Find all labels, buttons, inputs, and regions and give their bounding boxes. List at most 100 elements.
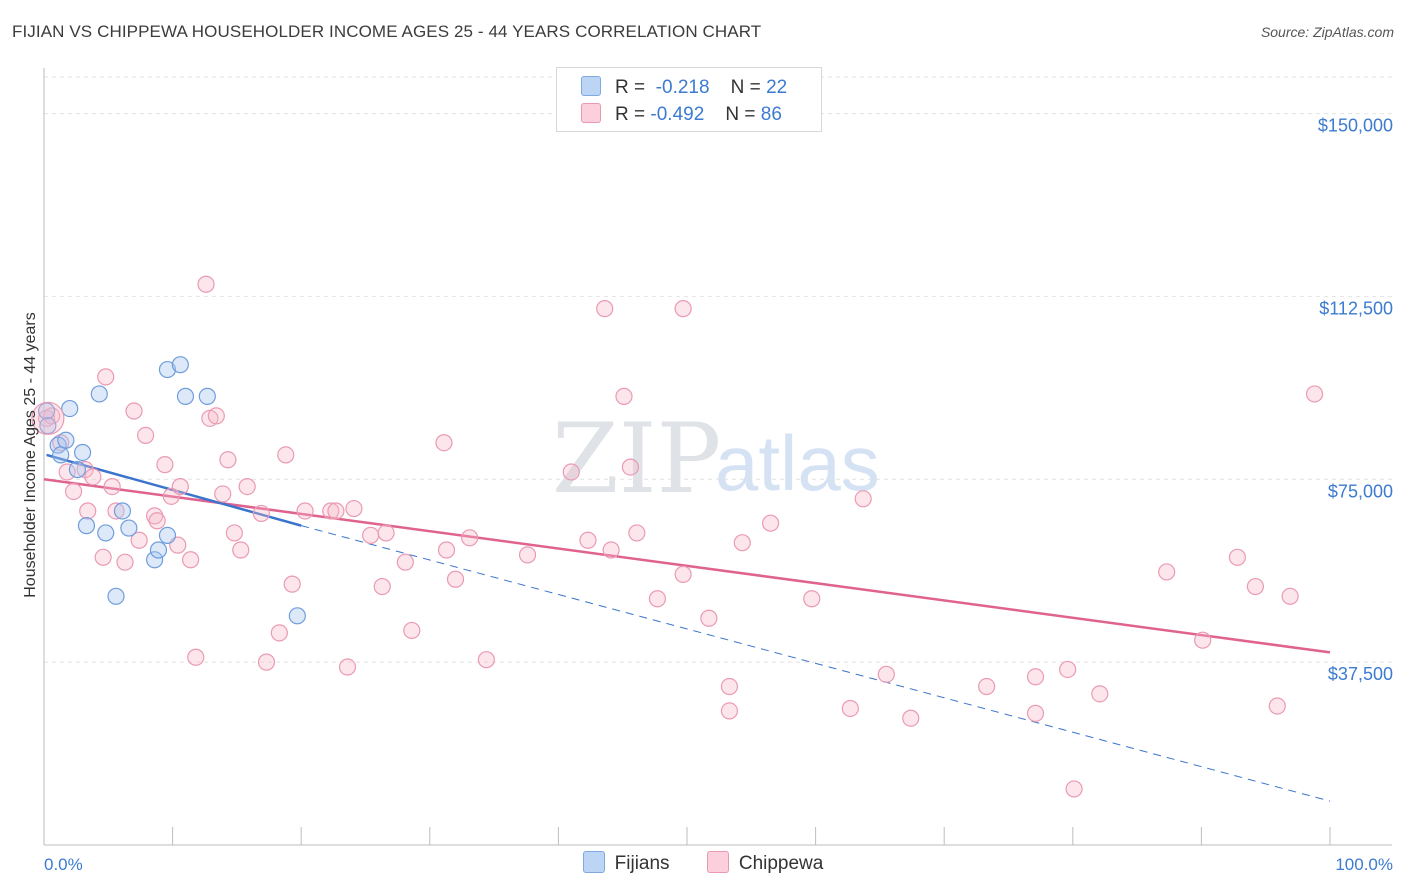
chippewa-point (403, 621, 421, 640)
legend-r-label: R = (615, 77, 646, 98)
source-label: Source: ZipAtlas.com (1260, 24, 1394, 40)
chippewa-point (761, 514, 780, 532)
chippewa-point (1228, 548, 1247, 566)
chippewa-point (1059, 660, 1077, 679)
chippewa-point (232, 541, 250, 559)
chippewa-point (648, 590, 667, 608)
chippewa-point (477, 651, 495, 669)
chippewa-point (257, 653, 276, 671)
chippewa-point (720, 702, 739, 720)
fijian-trend-line (46, 453, 302, 527)
legend-r-value: -0.492 (650, 104, 705, 125)
chippewa-point (136, 426, 155, 444)
x-tick-label-max: 100.0% (1335, 855, 1393, 874)
chippewa-point (700, 609, 718, 627)
chippewa-point (854, 490, 872, 508)
data-points (31, 275, 1324, 798)
chippewa-point (1268, 697, 1286, 715)
chippewa-point (1158, 563, 1176, 581)
chippewa-point (225, 524, 243, 542)
chippewa-point (197, 275, 215, 293)
chippewa-point (518, 546, 537, 564)
chippewa-swatch (581, 103, 601, 123)
fijian-point (145, 551, 164, 569)
chippewa-point (1305, 385, 1324, 403)
axes (43, 68, 1392, 846)
chippewa-point (579, 531, 597, 549)
chippewa-point (562, 463, 580, 481)
legend-item-chippewa[interactable]: Chippewa (706, 851, 824, 875)
fijian-point (39, 417, 57, 435)
gridlines (44, 76, 1392, 663)
chippewa-point (803, 590, 821, 608)
chippewa-trend-line (43, 478, 1331, 654)
fijians-legend-label: Fijians (614, 853, 670, 874)
chippewa-point (207, 407, 225, 425)
chippewa-point (182, 551, 200, 569)
y-tick-label: $150,000 (1318, 116, 1393, 136)
chippewa-point (446, 570, 465, 588)
legend-n-value: 22 (766, 77, 788, 98)
chart-title: FIJIAN VS CHIPPEWA HOUSEHOLDER INCOME AG… (12, 22, 762, 41)
chippewa-point (1281, 587, 1299, 605)
fijian-point (171, 356, 189, 374)
fijian-point (158, 526, 177, 544)
chippewa-point (720, 677, 739, 696)
tick-labels: $37,500 $75,000 $112,500 $150,000 0.0% 100.0% (44, 116, 1393, 874)
chippewa-point (615, 387, 633, 405)
chippewa-point (877, 665, 895, 683)
chippewa-point (238, 478, 256, 496)
legend-r-value: -0.218 (655, 77, 710, 98)
fijian-point (107, 587, 125, 605)
chippewa-point (277, 446, 295, 464)
x-tick-label-min: 0.0% (44, 855, 83, 874)
chippewa-point (1026, 668, 1045, 686)
fijian-point (149, 541, 168, 559)
chippewa-point (79, 502, 97, 520)
chippewa-point (396, 553, 414, 571)
fijian-point (120, 519, 138, 537)
legend-row-fijians: R = -0.218 N = 22 (581, 76, 787, 98)
chippewa-point (373, 577, 391, 596)
fijian-point (61, 399, 79, 418)
chippewa-point (362, 526, 380, 544)
chippewa-point (84, 468, 102, 486)
watermark-zip: ZIP (552, 403, 721, 515)
chippewa-point (94, 548, 112, 566)
chippewa-point (145, 507, 164, 525)
fijian-point (176, 387, 195, 405)
chippewa-point (125, 402, 143, 420)
legend-item-fijians[interactable]: Fijians (582, 851, 670, 875)
y-tick-label: $75,000 (1328, 481, 1393, 501)
fijian-point (198, 387, 216, 405)
chippewa-point (596, 300, 614, 318)
chippewa-point (296, 502, 314, 520)
chippewa-point (435, 434, 453, 452)
chippewa-point (841, 699, 859, 718)
fijian-trend-extension (301, 525, 1331, 802)
chippewa-point (116, 553, 134, 571)
fijian-point (52, 446, 70, 464)
chippewa-point (187, 648, 205, 666)
chippewa-point (130, 531, 148, 549)
chippewa-point (97, 368, 115, 386)
chippewa-point (1065, 780, 1083, 798)
fijian-point (158, 360, 177, 379)
chippewa-point (107, 502, 125, 520)
chippewa-point (602, 541, 620, 559)
chippewa-point (270, 624, 288, 642)
fijians-swatch (581, 76, 601, 96)
trend-lines (43, 453, 1331, 802)
chippewa-point (902, 709, 920, 727)
chippewa-point (322, 502, 340, 520)
legend-n-label: N = (725, 104, 756, 125)
fijians-legend-swatch (582, 851, 605, 873)
fijian-point (97, 524, 115, 542)
chippewa-legend-label: Chippewa (738, 853, 824, 874)
fijian-point (90, 385, 108, 403)
correlation-legend: R = -0.218 N = 22 R = -0.492 N = 86 (556, 67, 822, 132)
chippewa-legend-swatch (706, 851, 729, 873)
fijian-point (68, 460, 87, 479)
watermark: ZIP atlas (552, 403, 880, 515)
chippewa-point (377, 524, 395, 542)
